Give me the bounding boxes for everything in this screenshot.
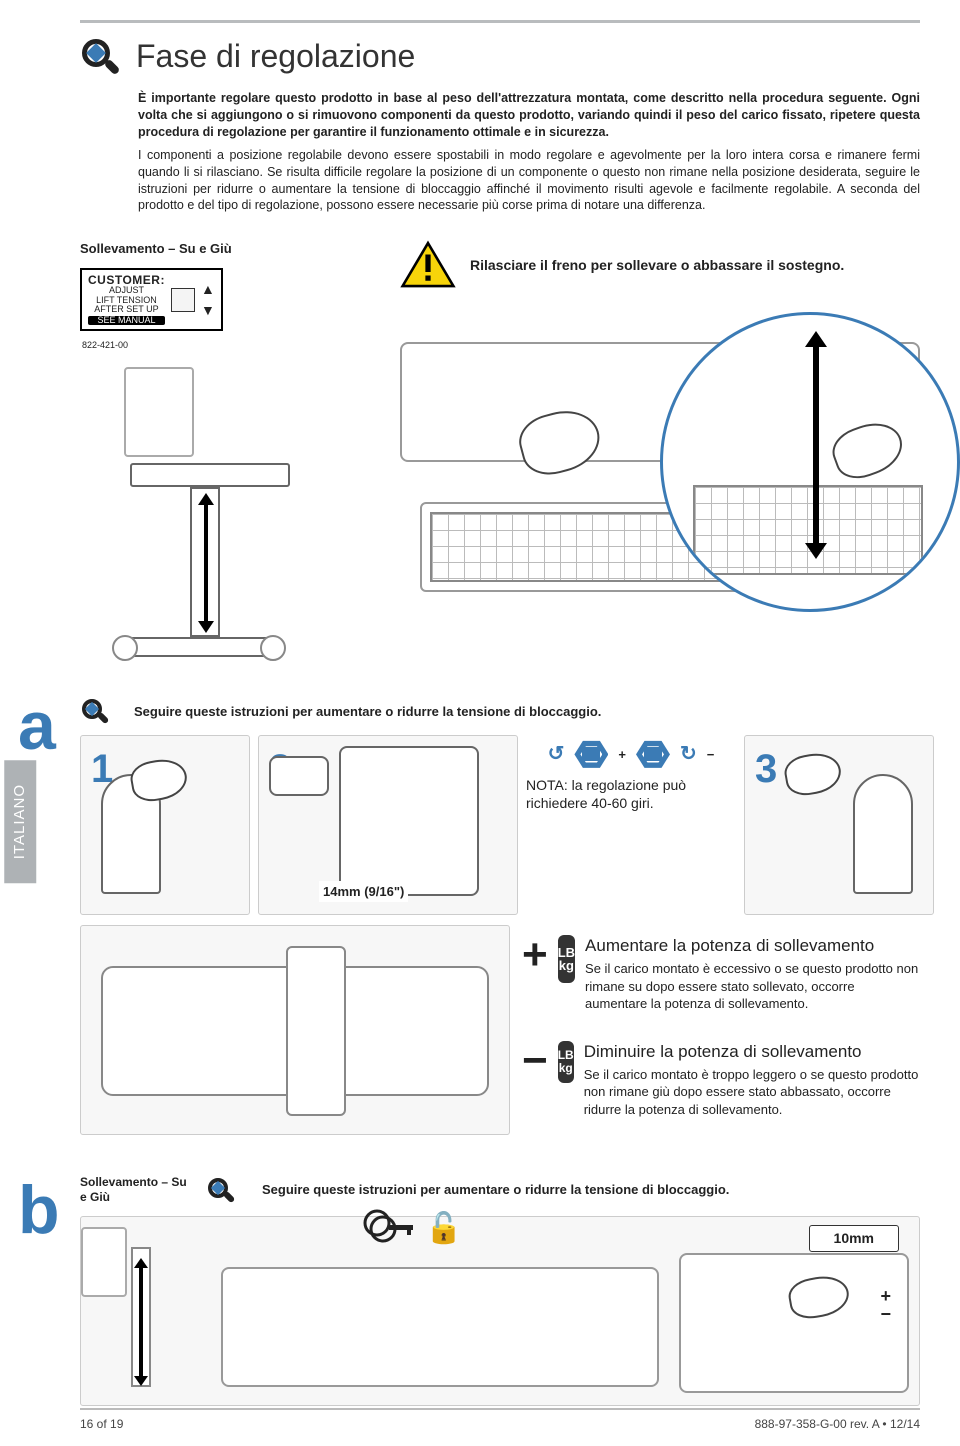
minus-sign: − (707, 746, 715, 764)
minus-sign: − (880, 1305, 891, 1323)
increase-title: Aumentare la potenza di sollevamento (585, 935, 920, 958)
decrease-body: Se il carico montato è troppo leggero o … (584, 1066, 920, 1119)
socket-size-label: 14mm (9/16") (319, 881, 408, 903)
section-b-header: Sollevamento – Su e Giù Seguire queste i… (80, 1175, 920, 1204)
hex-nut-icon (574, 739, 608, 769)
step-3-panel: 3 (744, 735, 934, 915)
lift-section: Sollevamento – Su e Giù CUSTOMER: ADJUST… (80, 240, 920, 657)
magnifier-icon (80, 37, 120, 77)
rotate-ccw-icon: ↺ (548, 741, 565, 768)
weight-badge-kg: kg (559, 959, 574, 973)
plus-minus-indicator: + − (880, 1287, 891, 1323)
drawer-illustration (221, 1267, 659, 1387)
label-part-number: 822-421-00 (82, 339, 380, 351)
step-letter-b: b (18, 1165, 60, 1257)
weight-badge: LB kg (558, 935, 575, 983)
cart-top-illustration (80, 925, 510, 1135)
section-a-lower: + LB kg Aumentare la potenza di sollevam… (80, 925, 920, 1135)
vertical-arrow-icon (813, 345, 819, 545)
hand-icon (782, 750, 844, 799)
wrench-size-label: 10mm (809, 1225, 899, 1252)
header: Fase di regolazione (80, 35, 920, 78)
arrow-up-icon: ▲ (201, 280, 215, 299)
doc-revision: 888-97-358-G-00 rev. A • 12/14 (755, 1416, 920, 1432)
socket-icon (269, 756, 329, 796)
magnifier-icon (206, 1176, 246, 1204)
detail-circle (660, 312, 960, 612)
plus-sign: + (618, 746, 626, 764)
lift-right-column: Rilasciare il freno per sollevare o abba… (400, 240, 920, 657)
hex-nut-icon (636, 739, 670, 769)
step-rotation-note: ↺ + ↻ − NOTA: la regolazione può richied… (526, 735, 736, 812)
intro-paragraph-1: È importante regolare questo prodotto in… (138, 90, 920, 141)
minus-icon: − (522, 1041, 548, 1081)
step-2-panel: 2 14mm (9/16") (258, 735, 518, 915)
section-b: b Sollevamento – Su e Giù Seguire queste… (80, 1175, 920, 1406)
page-title: Fase di regolazione (136, 35, 415, 78)
lift-left-column: Sollevamento – Su e Giù CUSTOMER: ADJUST… (80, 240, 380, 657)
section-a-steps-row: 1 2 14mm (9/16") ↺ + ↻ − NOTA: l (80, 735, 920, 915)
keys-unlock-icons: 🔓 (361, 1207, 462, 1251)
keyboard-icon (693, 485, 923, 575)
label-mini-illustration (171, 288, 195, 312)
plus-sign: + (880, 1287, 891, 1305)
cart-diagram (80, 357, 340, 657)
weight-badge: LB kg (558, 1041, 574, 1083)
step-1-panel: 1 (80, 735, 250, 915)
plus-icon: + (522, 935, 548, 975)
page-footer: 16 of 19 888-97-358-G-00 rev. A • 12/14 (80, 1408, 920, 1432)
customer-label-seemanual: SEE MANUAL (88, 316, 165, 325)
adjust-explanations: + LB kg Aumentare la potenza di sollevam… (522, 925, 920, 1135)
drill-icon (339, 746, 479, 896)
lift-subtitle: Sollevamento – Su e Giù (80, 240, 380, 258)
rotate-cw-icon: ↻ (680, 741, 697, 768)
brake-warning-text: Rilasciare il freno per sollevare o abba… (470, 256, 844, 275)
vertical-arrow-icon (139, 1267, 143, 1377)
brake-release-illustration (400, 302, 920, 622)
vertical-arrow-icon (204, 503, 208, 623)
unlock-icon: 🔓 (425, 1209, 462, 1250)
brake-warning: Rilasciare il freno per sollevare o abba… (400, 240, 920, 290)
page-number: 16 of 19 (80, 1416, 123, 1432)
step-number-3: 3 (755, 742, 777, 796)
increase-body: Se il carico montato è eccessivo o se qu… (585, 960, 920, 1013)
decrease-title: Diminuire la potenza di sollevamento (584, 1041, 920, 1064)
cart-side-diagram (81, 1227, 201, 1397)
wrench-adjust-illustration (679, 1253, 909, 1393)
page: Fase di regolazione È importante regolar… (0, 0, 960, 1446)
top-rule (80, 20, 920, 23)
weight-badge-kg: kg (559, 1062, 573, 1075)
turns-note: NOTA: la regolazione può richiedere 40-6… (526, 777, 736, 812)
decrease-row: − LB kg Diminuire la potenza di sollevam… (522, 1041, 920, 1119)
intro-paragraph-2: I componenti a posizione regolabile devo… (138, 147, 920, 215)
section-b-instruction: Seguire queste istruzioni per aumentare … (262, 1181, 729, 1199)
section-a: a Seguire queste istruzioni per aumentar… (80, 697, 920, 1135)
customer-warning-label: CUSTOMER: ADJUST LIFT TENSION AFTER SET … (80, 268, 223, 331)
step-letter-a: a (18, 681, 56, 773)
section-b-subtitle: Sollevamento – Su e Giù (80, 1175, 190, 1204)
hand-icon (128, 756, 190, 805)
weight-badge-lb: LB (558, 946, 575, 960)
section-a-header: Seguire queste istruzioni per aumentare … (80, 697, 920, 725)
keys-icon (361, 1207, 417, 1251)
magnifier-icon (80, 697, 120, 725)
section-b-illustration: 🔓 10mm + − (80, 1216, 920, 1406)
warning-icon (400, 240, 456, 290)
increase-row: + LB kg Aumentare la potenza di sollevam… (522, 935, 920, 1013)
arrow-down-icon: ▼ (201, 301, 215, 320)
customer-label-line: AFTER SET UP (88, 305, 165, 314)
hand-icon (827, 415, 910, 486)
section-a-instruction: Seguire queste istruzioni per aumentare … (134, 703, 601, 721)
